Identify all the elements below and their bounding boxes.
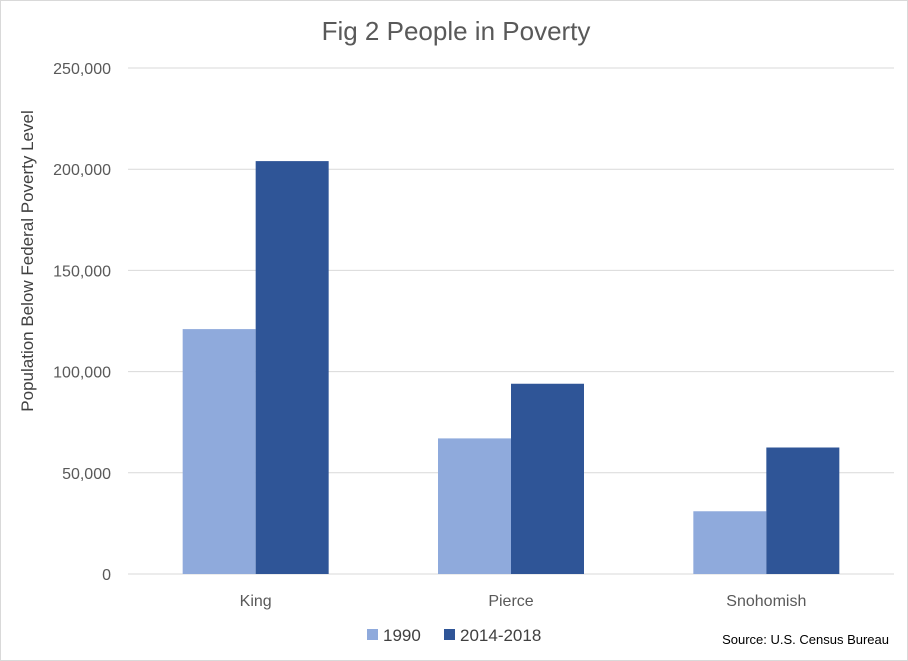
y-tick-label: 50,000 (62, 466, 111, 483)
x-category-label: King (240, 593, 272, 610)
bars (182, 161, 840, 574)
legend: 1990 2014-2018 (367, 626, 541, 645)
bar-snohomish-2014-2018 (766, 447, 840, 574)
chart-title: Fig 2 People in Poverty (322, 16, 591, 46)
y-tick-label: 100,000 (53, 365, 111, 382)
x-axis-categories: King Pierce Snohomish (240, 593, 807, 610)
x-category-label: Snohomish (726, 593, 806, 610)
y-axis-label: Population Below Federal Poverty Level (18, 110, 37, 411)
y-axis-ticks: 0 50,000 100,000 150,000 200,000 250,000 (53, 61, 111, 584)
y-tick-label: 0 (102, 567, 111, 584)
x-category-label: Pierce (488, 593, 533, 610)
y-tick-label: 250,000 (53, 61, 111, 78)
legend-label: 1990 (383, 626, 421, 645)
bar-pierce-2014-2018 (511, 383, 584, 574)
bar-pierce-1990 (438, 438, 511, 574)
legend-label: 2014-2018 (460, 626, 541, 645)
source-note: Source: U.S. Census Bureau (722, 632, 889, 647)
y-tick-label: 150,000 (53, 263, 111, 280)
y-tick-label: 200,000 (53, 162, 111, 179)
legend-swatch (444, 629, 455, 640)
bar-king-1990 (182, 329, 256, 574)
bar-snohomish-1990 (693, 511, 767, 574)
bar-king-2014-2018 (255, 161, 329, 574)
legend-swatch (367, 629, 378, 640)
